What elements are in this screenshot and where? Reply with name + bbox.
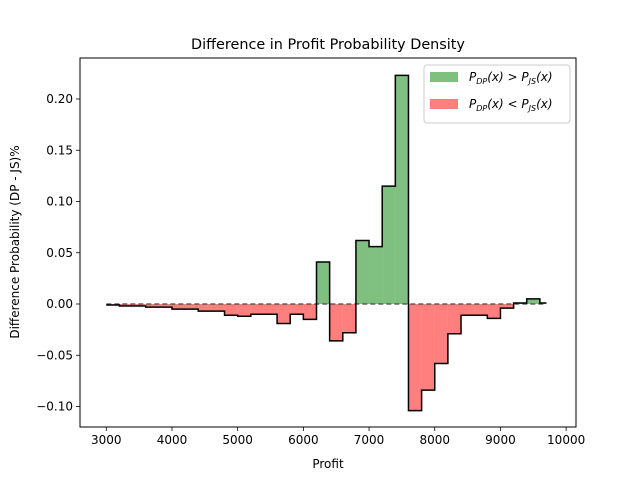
x-axis-label: Profit [312,457,344,471]
bar-bin-28 [474,304,488,316]
bar-bin-29 [487,304,501,319]
x-tick-label: 8000 [419,433,450,447]
y-tick-label: −0.10 [36,400,73,414]
legend-swatch [430,72,458,82]
axes-frame [79,57,577,428]
y-tick-label: 0.10 [46,195,73,209]
bar-bin-23 [408,304,422,411]
bar-bin-6 [185,304,199,310]
bar-bin-30 [500,304,514,309]
bar-bin-9 [224,304,238,316]
bar-bin-5 [171,304,186,310]
x-tick-label: 4000 [157,433,188,447]
x-tick-label: 10000 [547,433,585,447]
plot-area [106,74,547,412]
y-tick-label: −0.05 [36,348,73,362]
bar-bin-17 [329,304,343,341]
bar-bin-2 [132,304,146,307]
legend-label: PDP(x) > PJS(x) [469,70,553,86]
legend: PDP(x) > PJS(x) PDP(x) < PJS(x) [423,64,571,124]
bar-bin-26 [447,304,462,334]
bar-bin-20 [369,246,383,304]
bar-bin-11 [250,304,264,315]
y-tick-label: 0.20 [46,92,73,106]
bar-bin-13 [277,304,291,324]
x-tick-label: 6000 [288,433,319,447]
y-tick-label: 0.00 [46,297,73,311]
bar-bin-8 [211,304,225,312]
bar-bin-16 [316,261,330,304]
bar-bin-1 [119,304,133,307]
y-tick-label: 0.15 [46,143,73,157]
bar-bin-24 [421,304,435,391]
chart-title: Difference in Profit Probability Density [191,37,465,53]
legend-swatch [430,99,458,109]
bar-bin-10 [237,304,251,317]
x-tick-label: 7000 [354,433,385,447]
bar-bin-21 [382,186,396,304]
bar-bin-22 [395,75,409,304]
bar-bin-25 [434,304,448,364]
bar-bin-7 [198,304,212,312]
legend-label: PDP(x) < PJS(x) [469,97,553,113]
bar-bin-4 [158,304,172,308]
bar-bin-32 [526,298,540,304]
bar-bin-18 [342,304,356,333]
y-axis: −0.10 −0.05 0.00 0.05 0.10 0.15 0.20 [36,92,80,414]
y-axis-label: Difference Probability (DP - JS)% [8,145,22,338]
x-tick-label: 5000 [222,433,253,447]
bar-bin-27 [461,304,475,316]
x-tick-label: 9000 [485,433,516,447]
bar-bin-15 [303,304,317,320]
bar-bin-12 [263,304,278,315]
bar-bin-14 [290,304,304,315]
x-tick-label: 3000 [91,433,122,447]
bar-bin-3 [145,304,159,308]
bar-bin-19 [355,240,370,304]
x-axis: 3000 4000 5000 6000 7000 8000 9000 10000 [91,427,585,447]
step-outline [106,74,547,412]
y-tick-label: 0.05 [46,246,73,260]
legend-box [423,64,571,124]
